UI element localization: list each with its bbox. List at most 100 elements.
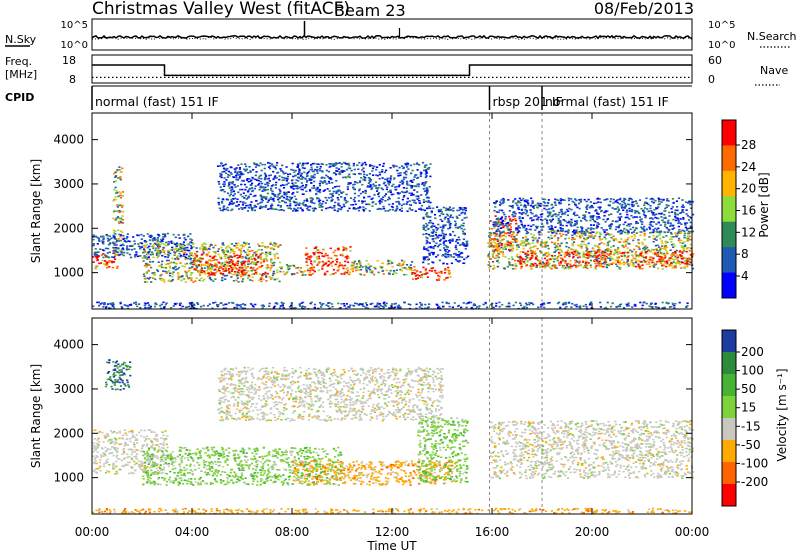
power-cell xyxy=(592,215,595,217)
power-cell xyxy=(166,249,169,252)
power-cell xyxy=(222,165,225,167)
power-cell xyxy=(551,257,554,260)
power-cell xyxy=(508,215,511,218)
power-cell xyxy=(190,253,193,255)
power-cell xyxy=(504,235,507,238)
noise-tick-bottom-right: 10^0 xyxy=(708,40,735,51)
power-cell xyxy=(340,206,343,209)
power-cell xyxy=(287,207,290,209)
power-cell xyxy=(434,271,437,274)
power-cell xyxy=(245,186,248,188)
power-cell xyxy=(269,243,272,245)
power-cell xyxy=(491,238,494,240)
power-cell xyxy=(295,179,298,181)
power-cell xyxy=(669,231,673,234)
power-cell xyxy=(240,183,243,186)
power-cell xyxy=(394,188,397,191)
power-cell xyxy=(612,245,615,247)
power-cell xyxy=(493,239,496,241)
power-cell xyxy=(300,185,303,188)
power-cell xyxy=(182,255,185,257)
power-cell xyxy=(319,199,322,202)
power-cell xyxy=(100,235,104,238)
power-cell xyxy=(589,264,592,267)
power-cell xyxy=(182,252,185,254)
power-cell xyxy=(568,253,571,256)
power-cell xyxy=(627,265,630,267)
power-cell xyxy=(561,224,564,227)
power-cell xyxy=(357,195,360,197)
power-cell xyxy=(428,207,431,209)
power-cell xyxy=(507,232,510,234)
power-cell xyxy=(169,262,172,264)
power-cell xyxy=(244,163,247,165)
power-cell xyxy=(230,248,233,250)
power-cell xyxy=(611,207,614,209)
power-cell xyxy=(541,261,545,263)
power-cell xyxy=(131,244,134,247)
power-cell xyxy=(440,270,443,273)
power-cell xyxy=(358,180,362,182)
power-cell xyxy=(612,262,615,264)
power-cell xyxy=(339,171,342,173)
power-cell xyxy=(190,247,193,250)
power-cell xyxy=(624,239,627,241)
power-cell xyxy=(116,169,119,171)
power-cell xyxy=(589,201,592,203)
power-cell xyxy=(317,249,320,252)
power-cell xyxy=(632,262,635,264)
power-cell xyxy=(445,277,448,279)
power-cell xyxy=(617,241,621,243)
power-cell xyxy=(595,232,598,235)
power-cell xyxy=(287,268,290,271)
power-cell xyxy=(233,271,237,273)
power-cell xyxy=(272,166,275,168)
power-cell xyxy=(148,245,151,248)
power-cell xyxy=(236,185,239,187)
power-cell xyxy=(430,231,433,234)
power-cell xyxy=(167,259,170,262)
power-cell xyxy=(301,178,304,180)
power-cell xyxy=(656,244,659,246)
power-cell xyxy=(432,207,435,210)
power-cell xyxy=(262,278,265,281)
power-cell xyxy=(320,209,323,211)
power-cell xyxy=(516,253,519,256)
power-cell xyxy=(500,218,503,220)
power-cell xyxy=(276,162,279,164)
power-cell xyxy=(417,176,420,179)
power-cell xyxy=(413,199,416,202)
power-cell xyxy=(642,259,646,262)
power-cell xyxy=(508,264,511,266)
power-cell xyxy=(239,173,242,175)
power-cell xyxy=(667,221,670,224)
power-cell xyxy=(376,174,379,177)
power-cell xyxy=(349,167,352,170)
power-cell xyxy=(155,250,158,252)
power-cell xyxy=(240,262,244,265)
power-cell xyxy=(357,209,361,212)
power-cell xyxy=(560,249,563,252)
power-cell xyxy=(192,281,195,283)
power-cell xyxy=(400,210,403,212)
power-cell xyxy=(301,208,304,211)
power-cell xyxy=(292,169,295,171)
power-cell xyxy=(160,279,163,282)
power-cell xyxy=(270,258,273,260)
power-cell xyxy=(305,247,308,249)
power-cell xyxy=(149,253,152,256)
power-cell xyxy=(544,243,547,245)
power-cell xyxy=(618,260,621,262)
power-cell xyxy=(460,224,463,227)
power-cell xyxy=(392,183,395,186)
power-cell xyxy=(118,191,121,193)
power-cell xyxy=(273,261,276,264)
power-cell xyxy=(671,224,674,227)
power-cell xyxy=(247,270,250,272)
power-cell xyxy=(401,183,404,185)
power-cell xyxy=(607,214,611,216)
power-cell xyxy=(153,273,156,275)
power-cell xyxy=(346,257,349,260)
power-cell xyxy=(643,238,646,241)
power-cell xyxy=(667,200,670,202)
